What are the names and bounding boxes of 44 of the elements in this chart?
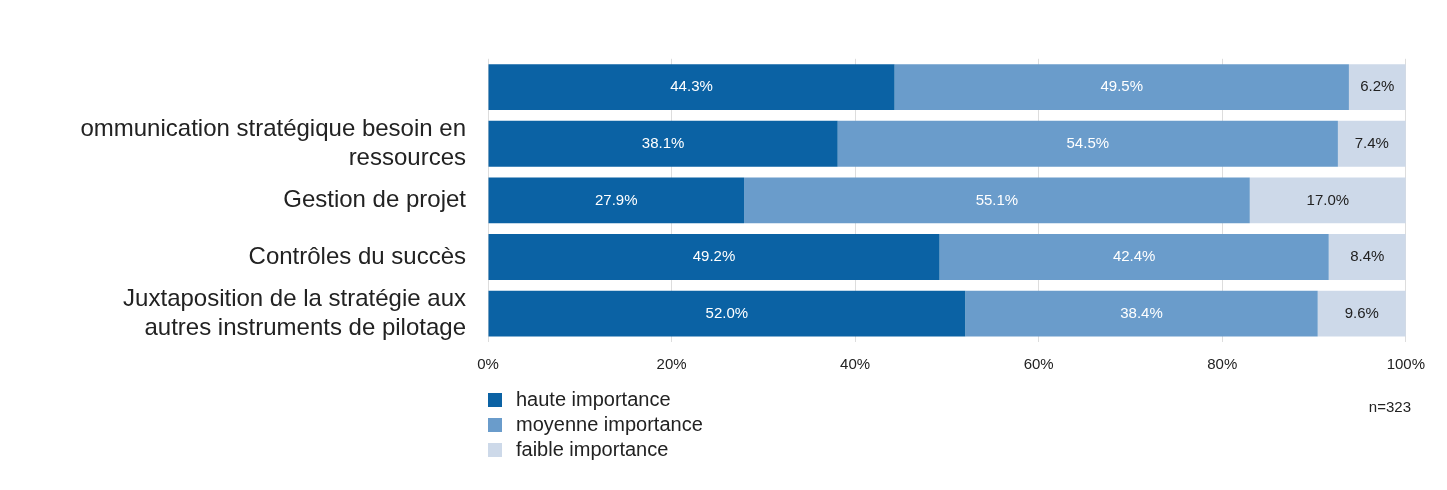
bar bbox=[894, 64, 1349, 111]
data-label: 8.4% bbox=[1350, 247, 1385, 265]
bar bbox=[939, 234, 1329, 280]
bar bbox=[1249, 177, 1406, 224]
data-label: 27.9% bbox=[595, 190, 638, 208]
data-label: 52.0% bbox=[705, 303, 749, 321]
x-tick-label: 0% bbox=[477, 355, 499, 373]
x-tick-label: 40% bbox=[840, 355, 871, 373]
bar bbox=[744, 177, 1250, 224]
data-label: 49.5% bbox=[1100, 77, 1144, 95]
data-label: 42.4% bbox=[1112, 247, 1156, 265]
x-tick-label: 20% bbox=[656, 355, 687, 373]
legend-label: haute importance bbox=[516, 388, 671, 411]
x-tick-label: 60% bbox=[1023, 355, 1054, 373]
data-label: 9.6% bbox=[1344, 303, 1379, 321]
y-tick-label: Juxtaposition de la stratégie aux autres instruments de pilotage bbox=[123, 283, 466, 340]
bar bbox=[1348, 64, 1406, 111]
bar bbox=[488, 120, 838, 167]
bar bbox=[837, 120, 1338, 167]
bar bbox=[965, 290, 1318, 337]
x-tick-label: 100% bbox=[1386, 355, 1426, 373]
data-label: 49.2% bbox=[692, 247, 736, 265]
y-tick-label: ommunication stratégique besoin en ressources bbox=[80, 113, 466, 170]
data-label: 54.5% bbox=[1066, 133, 1110, 151]
bar bbox=[488, 64, 895, 111]
legend-label: moyenne importance bbox=[516, 413, 703, 436]
data-label: 17.0% bbox=[1306, 190, 1350, 208]
bar bbox=[1328, 234, 1406, 280]
x-tick-label: 80% bbox=[1207, 355, 1238, 373]
data-label: 38.4% bbox=[1120, 303, 1163, 321]
data-label: 55.1% bbox=[975, 190, 1019, 208]
bar bbox=[488, 234, 940, 280]
bar bbox=[488, 290, 966, 337]
data-label: 7.4% bbox=[1354, 133, 1389, 151]
y-tick-label: Gestion de projet bbox=[283, 185, 467, 213]
y-tick-label: Contrôles du succès bbox=[248, 241, 466, 269]
data-label: 6.2% bbox=[1360, 77, 1395, 95]
data-label: 38.1% bbox=[641, 133, 685, 151]
bar bbox=[1337, 120, 1406, 167]
data-label: 44.3% bbox=[670, 77, 713, 95]
bar bbox=[1317, 290, 1406, 337]
legend-label: faible importance bbox=[516, 438, 669, 461]
bar bbox=[488, 177, 745, 224]
text: n=323 bbox=[1368, 398, 1411, 415]
